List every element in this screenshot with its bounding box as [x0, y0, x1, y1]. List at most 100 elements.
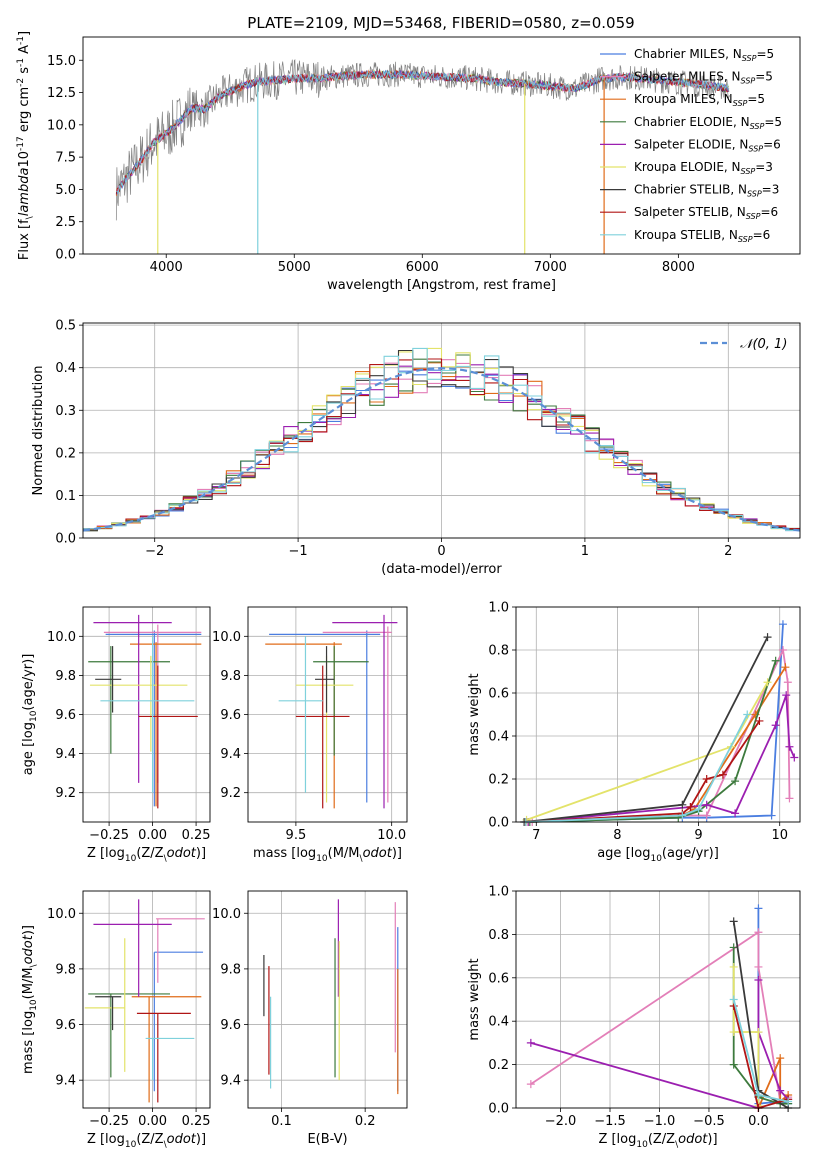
plot-area-massweight-vs-age [520, 620, 799, 826]
y-axis-label: age [log10(age/yr)] [21, 654, 39, 776]
series-marker [754, 962, 763, 971]
y-tick-label: 9.4 [220, 747, 241, 762]
series-marker [694, 805, 703, 814]
model-spectrum-8 [116, 70, 730, 195]
x-tick-label: 5000 [278, 260, 311, 275]
series-6 [520, 633, 772, 826]
legend-entry: Salpeter ELODIE, NSSP=6 [634, 137, 781, 153]
series-marker [767, 811, 776, 820]
x-tick-label: −0.25 [89, 828, 129, 843]
series-marker [763, 678, 772, 687]
series-line [524, 636, 769, 823]
y-tick-label: 0.4 [488, 1015, 509, 1030]
y-tick-label: 1.0 [488, 601, 509, 616]
x-axis-label: Z [log10(Z/Z\odot)] [87, 846, 206, 864]
x-tick-label: 9 [694, 828, 702, 843]
y-tick-label: 0.3 [55, 404, 76, 419]
errorbar-point-0 [105, 630, 202, 807]
y-tick-label: 0.6 [488, 687, 509, 702]
series-marker [718, 770, 727, 779]
y-tick-label: 0.0 [55, 248, 76, 263]
x-axis-label: (data-model)/error [381, 562, 502, 577]
y-axis-label: mass weight [467, 958, 482, 1040]
y-axis-label: mass weight [467, 673, 482, 755]
errorbar-point-7 [136, 1012, 191, 1103]
series-marker [785, 742, 794, 751]
series-line [732, 967, 760, 1106]
model-spectrum-6 [115, 69, 730, 194]
errorbar-point-0 [153, 951, 204, 1092]
series-marker [771, 656, 780, 665]
legend-entry: Salpeter STELIB, NSSP=6 [634, 205, 778, 221]
series-marker [790, 753, 799, 762]
y-tick-label: 9.8 [55, 669, 76, 684]
x-tick-label: −1.0 [644, 1114, 676, 1129]
series-marker [784, 1097, 793, 1106]
errorbar-point-6 [95, 646, 122, 713]
series-marker [755, 716, 764, 725]
series-marker [729, 1028, 738, 1037]
y-tick-label: 0.0 [488, 1102, 509, 1117]
y-tick-label: 0.4 [55, 361, 76, 376]
series-marker [702, 811, 711, 820]
y-tick-label: 9.2 [220, 786, 241, 801]
x-axis-label: age [log10(age/yr)] [597, 846, 719, 864]
series-marker [526, 1038, 535, 1047]
series-marker [776, 1054, 785, 1063]
series-marker [702, 800, 711, 809]
errorbar-point-5 [89, 655, 188, 752]
model-spectrum-7 [115, 69, 730, 195]
plot-area-mass-vs-ebv [263, 899, 399, 1095]
residual-histogram-6 [83, 349, 800, 532]
series-8 [729, 995, 793, 1106]
spectrum-legend: Chabrier MILES, NSSP=5 Salpeter MILES, NS… [600, 47, 782, 244]
y-tick-label: 1.0 [488, 885, 509, 900]
errorbar-point-1 [156, 918, 205, 983]
y-tick-label: 10.0 [212, 630, 241, 645]
y-tick-label: 9.8 [55, 962, 76, 977]
axes-massweight-vs-z: −2.0 −1.5 −1.0 −0.5 0.0 0.0 0.2 0.4 0.6 0.8 1.0 Z [… [467, 885, 801, 1150]
series-marker [771, 721, 780, 730]
plot-area-mass-vs-z [84, 899, 205, 1103]
x-axis-label: mass [log10(M/M\odot)] [253, 846, 402, 864]
series-0 [754, 904, 793, 1108]
y-tick-label: 0.2 [488, 1058, 509, 1073]
errorbar-point-3 [313, 646, 369, 756]
y-tick-label: 0.8 [488, 928, 509, 943]
model-spectrum-2 [115, 69, 730, 196]
series-marker [526, 1080, 535, 1089]
axes-frame [82, 36, 801, 255]
x-axis-label: wavelength [Angstrom, rest frame] [327, 278, 556, 293]
x-tick-label: 0.00 [138, 1114, 167, 1129]
y-tick-label: 10.0 [47, 907, 76, 922]
series-marker [729, 917, 738, 926]
plot-area-age-vs-z [88, 614, 202, 809]
series-marker [678, 811, 687, 820]
y-tick-label: 7.5 [55, 151, 76, 166]
y-tick-label: 9.6 [55, 708, 76, 723]
axes-mass-vs-z: −0.25 0.00 0.25 9.4 9.6 9.8 10.0 Z [log10(Z/Z\o… [21, 890, 211, 1150]
errorbar-point-5 [295, 655, 354, 803]
errorbar-point-8 [278, 636, 323, 793]
series-6 [729, 917, 793, 1112]
axes-frame [515, 606, 801, 823]
x-tick-label: 0.25 [182, 828, 211, 843]
x-tick-label: 6000 [406, 260, 439, 275]
plot-area-age-vs-mass [265, 614, 398, 809]
x-tick-label: −0.25 [89, 1114, 129, 1129]
series-marker [754, 1028, 763, 1037]
y-axis-label: Flux [f\lambda10-17 erg cm-2 s-1 A-1] [16, 31, 35, 260]
plot-area-residuals [82, 347, 801, 532]
x-tick-label: 10.0 [377, 828, 406, 843]
x-tick-label: 8 [613, 828, 621, 843]
errorbar-point-2 [265, 642, 342, 809]
x-tick-label: −0.5 [693, 1114, 725, 1129]
x-tick-label: 0.00 [138, 828, 167, 843]
y-tick-label: 9.4 [220, 1074, 241, 1089]
y-axis-label: Normed distribution [31, 366, 46, 496]
y-axis-label: mass [log10(M/M\odot)] [21, 925, 39, 1074]
legend-entry: Kroupa STELIB, NSSP=6 [634, 228, 770, 244]
series-marker [743, 710, 752, 719]
series-marker [729, 943, 738, 952]
